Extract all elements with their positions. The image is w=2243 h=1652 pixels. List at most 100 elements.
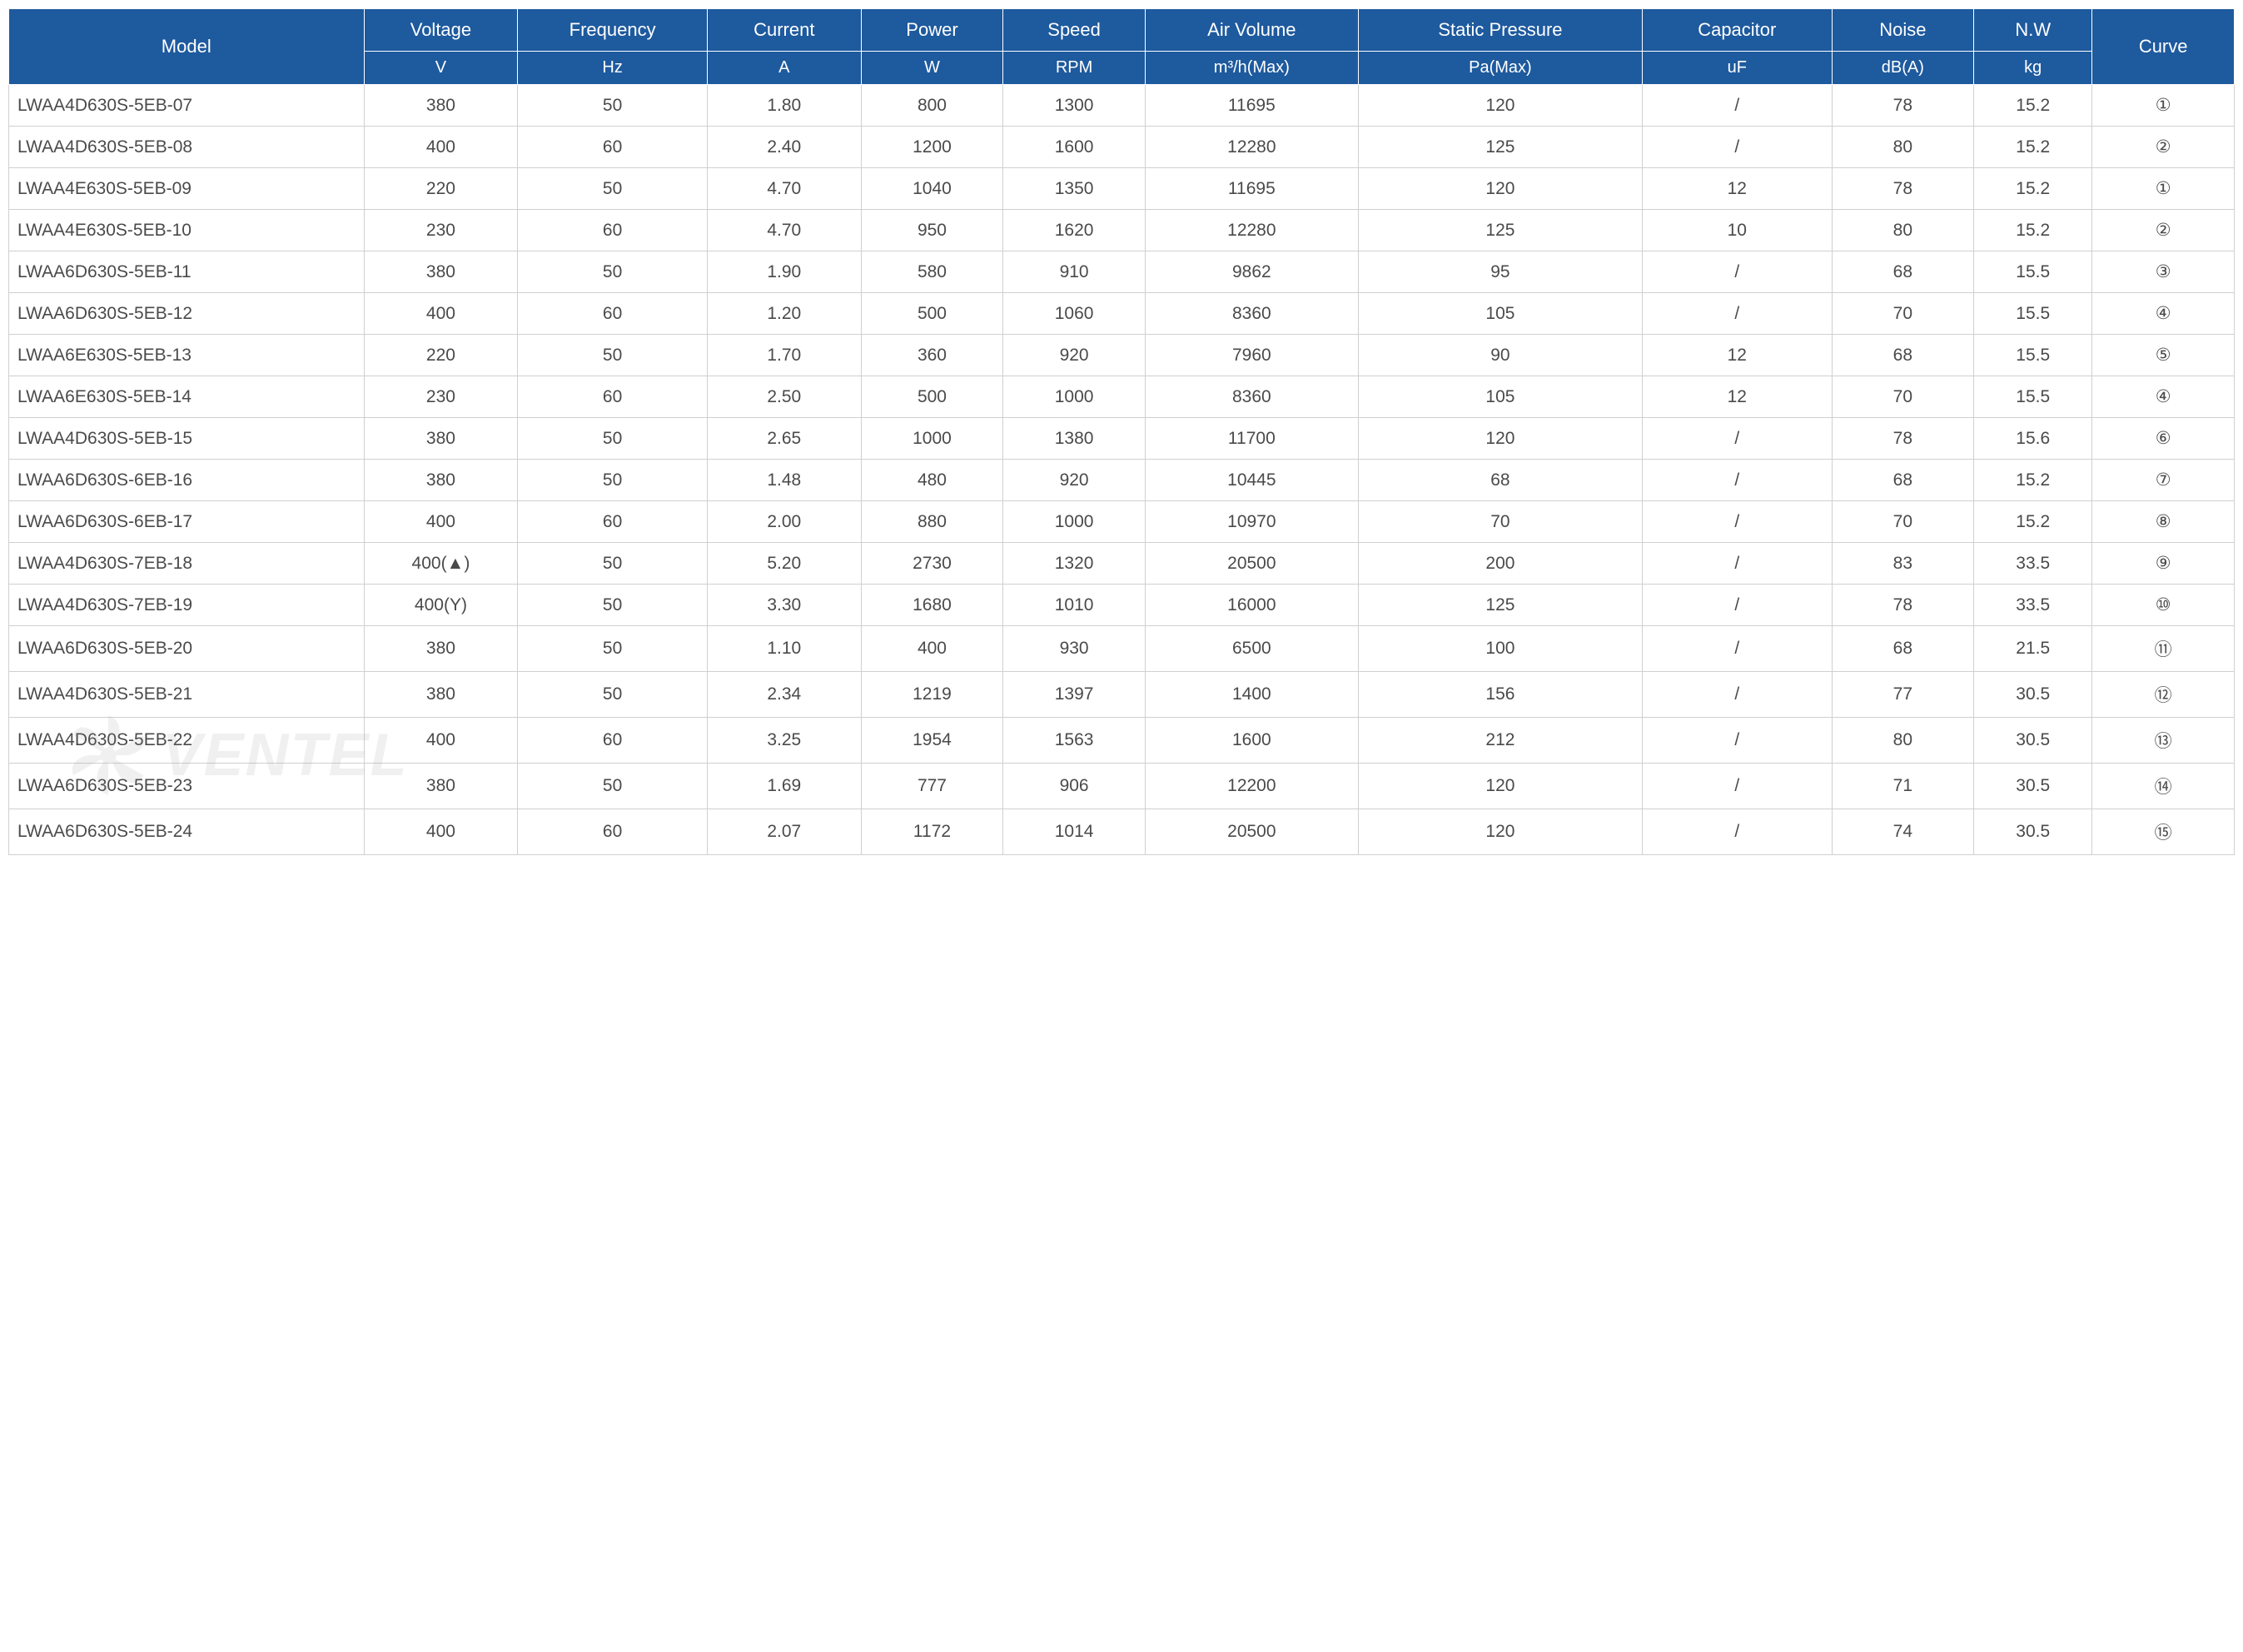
table-cell: 8360 [1145, 293, 1358, 335]
table-cell: 2.65 [707, 418, 861, 460]
table-cell: 30.5 [1974, 672, 2092, 718]
table-cell: 12280 [1145, 127, 1358, 168]
table-cell: 33.5 [1974, 585, 2092, 626]
table-row: LWAA4D630S-5EB-21380502.3412191397140015… [9, 672, 2235, 718]
table-row: LWAA4D630S-7EB-18400(▲)505.2027301320205… [9, 543, 2235, 585]
header-capacitor: Capacitor [1643, 9, 1832, 52]
table-cell: LWAA6E630S-5EB-14 [9, 376, 365, 418]
table-cell: 15.2 [1974, 127, 2092, 168]
table-cell: 1680 [861, 585, 1003, 626]
table-cell: 950 [861, 210, 1003, 251]
table-cell: ⑪ [2092, 626, 2235, 672]
table-cell: 800 [861, 85, 1003, 127]
table-cell: ⑭ [2092, 764, 2235, 809]
header-static-pressure: Static Pressure [1358, 9, 1642, 52]
table-cell: / [1643, 543, 1832, 585]
table-cell: 880 [861, 501, 1003, 543]
table-cell: 80 [1832, 718, 1974, 764]
table-cell: 1.10 [707, 626, 861, 672]
table-cell: 15.2 [1974, 85, 2092, 127]
table-cell: 10445 [1145, 460, 1358, 501]
header-unit-capacitor: uF [1643, 52, 1832, 85]
table-cell: / [1643, 764, 1832, 809]
header-unit-voltage: V [364, 52, 518, 85]
table-cell: 12200 [1145, 764, 1358, 809]
table-cell: ① [2092, 85, 2235, 127]
table-cell: 50 [518, 168, 707, 210]
table-cell: ⑫ [2092, 672, 2235, 718]
table-cell: 2.07 [707, 809, 861, 855]
table-cell: 4.70 [707, 210, 861, 251]
table-cell: 1380 [1003, 418, 1146, 460]
table-cell: ⑮ [2092, 809, 2235, 855]
table-cell: 1200 [861, 127, 1003, 168]
table-cell: 380 [364, 764, 518, 809]
table-cell: LWAA6D630S-5EB-12 [9, 293, 365, 335]
table-cell: 78 [1832, 168, 1974, 210]
header-voltage: Voltage [364, 9, 518, 52]
table-cell: 12280 [1145, 210, 1358, 251]
table-cell: / [1643, 460, 1832, 501]
table-cell: 1000 [861, 418, 1003, 460]
table-cell: 125 [1358, 210, 1642, 251]
table-cell: 1397 [1003, 672, 1146, 718]
table-row: LWAA6E630S-5EB-13220501.7036092079609012… [9, 335, 2235, 376]
table-cell: LWAA4D630S-5EB-15 [9, 418, 365, 460]
table-cell: LWAA6D630S-5EB-23 [9, 764, 365, 809]
table-cell: ⑦ [2092, 460, 2235, 501]
table-cell: 930 [1003, 626, 1146, 672]
table-cell: 50 [518, 460, 707, 501]
table-cell: 2.40 [707, 127, 861, 168]
table-cell: 12 [1643, 335, 1832, 376]
table-cell: 2.00 [707, 501, 861, 543]
table-cell: 20500 [1145, 809, 1358, 855]
table-cell: 15.5 [1974, 293, 2092, 335]
table-cell: 400(Y) [364, 585, 518, 626]
table-cell: / [1643, 251, 1832, 293]
table-cell: 15.5 [1974, 376, 2092, 418]
table-cell: 920 [1003, 460, 1146, 501]
table-cell: 15.2 [1974, 501, 2092, 543]
table-cell: 1.80 [707, 85, 861, 127]
table-cell: 2.34 [707, 672, 861, 718]
table-cell: 400 [364, 718, 518, 764]
table-cell: 50 [518, 251, 707, 293]
table-cell: 50 [518, 335, 707, 376]
table-cell: 10 [1643, 210, 1832, 251]
table-cell: 12 [1643, 376, 1832, 418]
table-cell: 33.5 [1974, 543, 2092, 585]
table-cell: 77 [1832, 672, 1974, 718]
table-cell: LWAA6D630S-5EB-11 [9, 251, 365, 293]
table-cell: ⑬ [2092, 718, 2235, 764]
table-cell: 120 [1358, 764, 1642, 809]
table-cell: LWAA6D630S-6EB-16 [9, 460, 365, 501]
table-cell: 920 [1003, 335, 1146, 376]
table-cell: 125 [1358, 127, 1642, 168]
header-unit-speed: RPM [1003, 52, 1146, 85]
table-cell: 60 [518, 376, 707, 418]
header-unit-current: A [707, 52, 861, 85]
table-cell: 70 [1832, 501, 1974, 543]
table-cell: 60 [518, 718, 707, 764]
table-cell: 1320 [1003, 543, 1146, 585]
table-cell: ⑨ [2092, 543, 2235, 585]
table-cell: 11695 [1145, 168, 1358, 210]
table-cell: 60 [518, 127, 707, 168]
table-cell: 120 [1358, 85, 1642, 127]
table-cell: 68 [1832, 335, 1974, 376]
header-speed: Speed [1003, 9, 1146, 52]
header-current: Current [707, 9, 861, 52]
table-cell: 15.5 [1974, 251, 2092, 293]
table-cell: / [1643, 672, 1832, 718]
header-unit-frequency: Hz [518, 52, 707, 85]
table-cell: ③ [2092, 251, 2235, 293]
table-cell: 380 [364, 85, 518, 127]
table-cell: ⑤ [2092, 335, 2235, 376]
table-cell: / [1643, 809, 1832, 855]
table-cell: 1040 [861, 168, 1003, 210]
table-cell: ④ [2092, 376, 2235, 418]
table-row: LWAA4E630S-5EB-09220504.7010401350116951… [9, 168, 2235, 210]
table-cell: LWAA4D630S-5EB-21 [9, 672, 365, 718]
table-cell: / [1643, 418, 1832, 460]
table-cell: 230 [364, 210, 518, 251]
